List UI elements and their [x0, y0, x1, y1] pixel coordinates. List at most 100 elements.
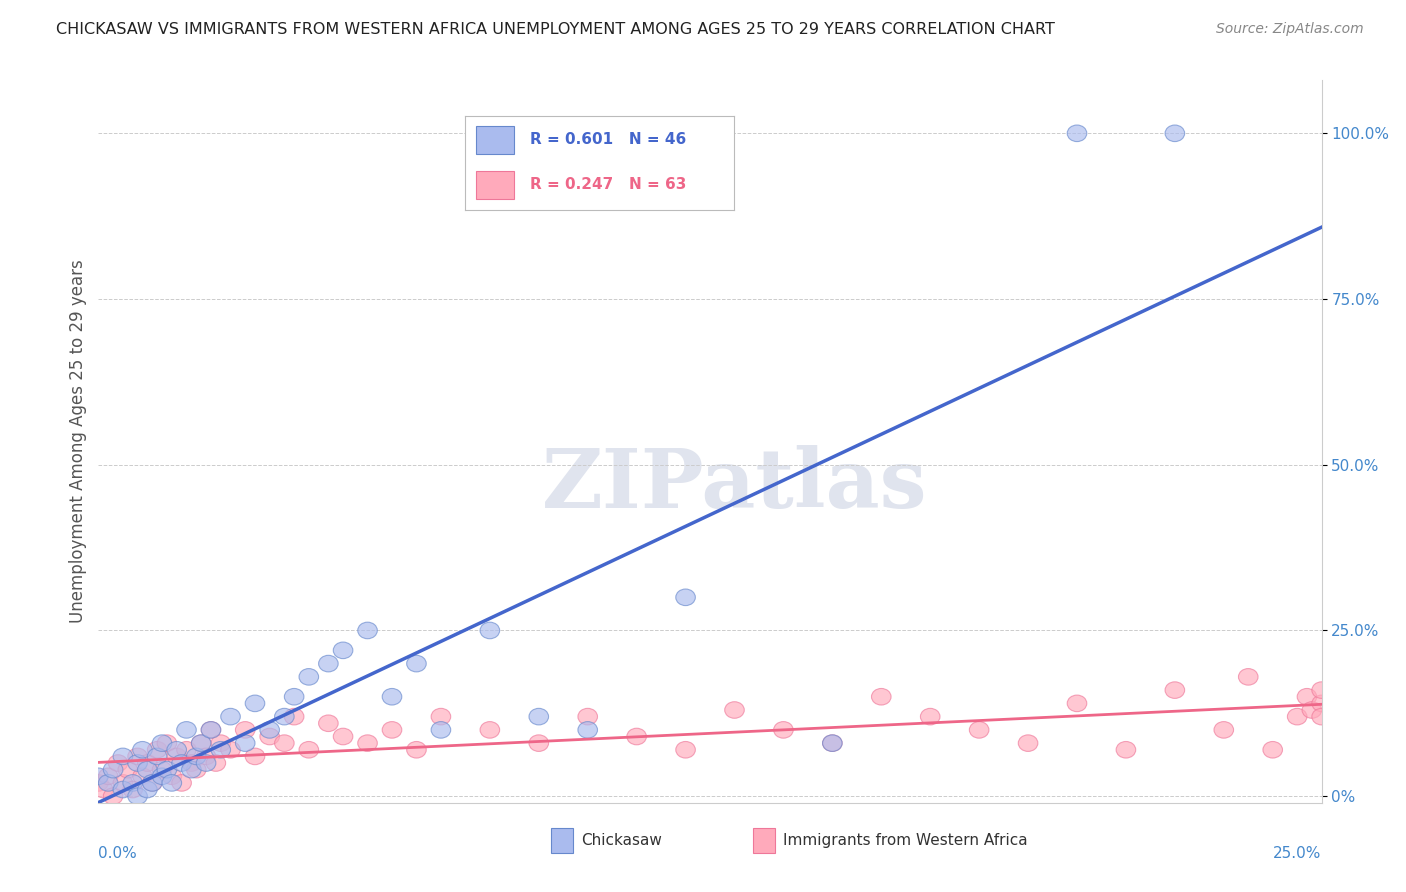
Ellipse shape: [235, 722, 254, 739]
Ellipse shape: [128, 788, 148, 805]
Ellipse shape: [103, 788, 122, 805]
Y-axis label: Unemployment Among Ages 25 to 29 years: Unemployment Among Ages 25 to 29 years: [69, 260, 87, 624]
FancyBboxPatch shape: [752, 828, 775, 854]
Ellipse shape: [676, 589, 696, 606]
Ellipse shape: [1263, 741, 1282, 758]
Ellipse shape: [172, 774, 191, 791]
Ellipse shape: [245, 695, 264, 712]
Ellipse shape: [529, 735, 548, 751]
Ellipse shape: [1116, 741, 1136, 758]
Ellipse shape: [221, 741, 240, 758]
Ellipse shape: [479, 623, 499, 639]
Ellipse shape: [103, 762, 122, 778]
Ellipse shape: [138, 762, 157, 778]
Ellipse shape: [1067, 125, 1087, 142]
Ellipse shape: [627, 728, 647, 745]
Text: Immigrants from Western Africa: Immigrants from Western Africa: [783, 833, 1028, 848]
Ellipse shape: [1018, 735, 1038, 751]
Ellipse shape: [197, 748, 217, 764]
Ellipse shape: [98, 774, 118, 791]
Ellipse shape: [162, 774, 181, 791]
Ellipse shape: [122, 781, 142, 797]
Ellipse shape: [157, 735, 177, 751]
Ellipse shape: [177, 741, 197, 758]
Ellipse shape: [201, 722, 221, 739]
Ellipse shape: [432, 708, 451, 725]
Ellipse shape: [1288, 708, 1308, 725]
Ellipse shape: [132, 741, 152, 758]
Ellipse shape: [112, 748, 132, 764]
Ellipse shape: [823, 735, 842, 751]
Ellipse shape: [152, 768, 172, 785]
Text: Source: ZipAtlas.com: Source: ZipAtlas.com: [1216, 22, 1364, 37]
Ellipse shape: [245, 748, 264, 764]
Text: 25.0%: 25.0%: [1274, 847, 1322, 861]
Ellipse shape: [260, 722, 280, 739]
Ellipse shape: [284, 689, 304, 705]
Ellipse shape: [432, 722, 451, 739]
Ellipse shape: [1166, 681, 1185, 698]
Ellipse shape: [211, 741, 231, 758]
Ellipse shape: [211, 735, 231, 751]
Ellipse shape: [333, 642, 353, 658]
Ellipse shape: [221, 708, 240, 725]
Ellipse shape: [1312, 695, 1331, 712]
Ellipse shape: [108, 755, 128, 772]
Ellipse shape: [921, 708, 941, 725]
Ellipse shape: [274, 708, 294, 725]
Text: Chickasaw: Chickasaw: [582, 833, 662, 848]
Ellipse shape: [201, 722, 221, 739]
Ellipse shape: [112, 774, 132, 791]
Ellipse shape: [142, 774, 162, 791]
Ellipse shape: [1312, 681, 1331, 698]
Ellipse shape: [823, 735, 842, 751]
Ellipse shape: [138, 781, 157, 797]
Ellipse shape: [357, 735, 377, 751]
Ellipse shape: [191, 735, 211, 751]
Ellipse shape: [167, 741, 187, 758]
Ellipse shape: [406, 656, 426, 672]
Ellipse shape: [89, 768, 108, 785]
Ellipse shape: [299, 669, 319, 685]
Ellipse shape: [1298, 689, 1317, 705]
Ellipse shape: [319, 656, 339, 672]
Ellipse shape: [529, 708, 548, 725]
Ellipse shape: [406, 741, 426, 758]
Ellipse shape: [162, 768, 181, 785]
Ellipse shape: [191, 735, 211, 751]
Ellipse shape: [177, 722, 197, 739]
Ellipse shape: [284, 708, 304, 725]
Ellipse shape: [578, 708, 598, 725]
Ellipse shape: [1213, 722, 1233, 739]
Ellipse shape: [112, 781, 132, 797]
Ellipse shape: [333, 728, 353, 745]
Ellipse shape: [274, 735, 294, 751]
Ellipse shape: [128, 755, 148, 772]
Ellipse shape: [872, 689, 891, 705]
Ellipse shape: [89, 774, 108, 791]
Ellipse shape: [187, 762, 207, 778]
FancyBboxPatch shape: [551, 828, 574, 854]
Ellipse shape: [1067, 695, 1087, 712]
Ellipse shape: [197, 755, 217, 772]
Ellipse shape: [357, 623, 377, 639]
Ellipse shape: [676, 741, 696, 758]
Ellipse shape: [724, 702, 744, 718]
Ellipse shape: [142, 774, 162, 791]
Ellipse shape: [98, 768, 118, 785]
Ellipse shape: [1239, 669, 1258, 685]
Text: CHICKASAW VS IMMIGRANTS FROM WESTERN AFRICA UNEMPLOYMENT AMONG AGES 25 TO 29 YEA: CHICKASAW VS IMMIGRANTS FROM WESTERN AFR…: [56, 22, 1054, 37]
Text: ZIPatlas: ZIPatlas: [541, 445, 927, 524]
Ellipse shape: [1166, 125, 1185, 142]
Text: 0.0%: 0.0%: [98, 847, 138, 861]
Ellipse shape: [773, 722, 793, 739]
Ellipse shape: [382, 689, 402, 705]
Ellipse shape: [132, 768, 152, 785]
Ellipse shape: [479, 722, 499, 739]
Ellipse shape: [969, 722, 988, 739]
Ellipse shape: [207, 755, 225, 772]
Ellipse shape: [128, 748, 148, 764]
Ellipse shape: [172, 755, 191, 772]
Ellipse shape: [578, 722, 598, 739]
Ellipse shape: [152, 735, 172, 751]
